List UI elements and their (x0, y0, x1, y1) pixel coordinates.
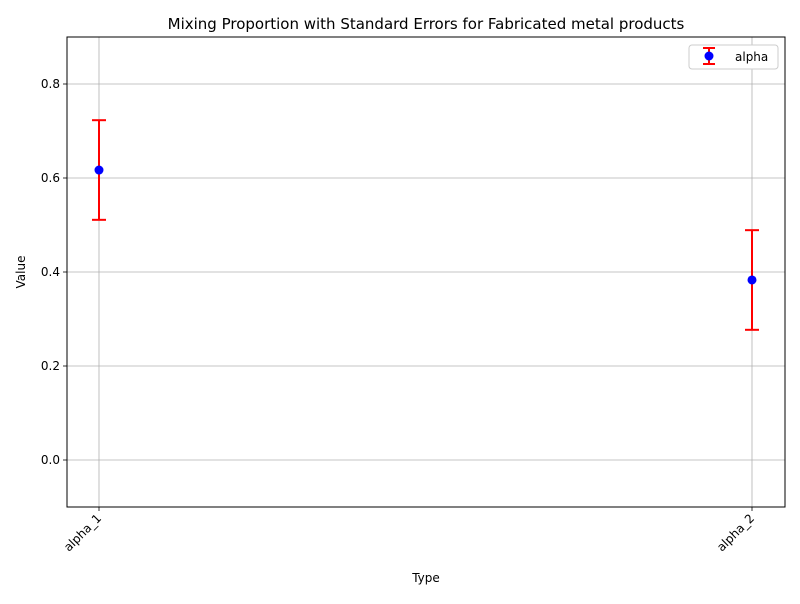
y-tick-label: 0.8 (41, 77, 60, 91)
y-tick-label: 0.6 (41, 171, 60, 185)
data-point (747, 275, 757, 285)
y-tick-label: 0.2 (41, 359, 60, 373)
legend-marker-icon (704, 51, 714, 61)
data-point (94, 165, 104, 175)
y-tick-label: 0.0 (41, 453, 60, 467)
grid (67, 37, 785, 507)
legend: alpha (688, 44, 779, 70)
x-axis-label: Type (411, 571, 440, 585)
error-bars (92, 119, 759, 331)
chart-title: Mixing Proportion with Standard Errors f… (168, 15, 685, 33)
y-tick-label: 0.4 (41, 265, 60, 279)
x-axis-ticks: alpha_1 alpha_2 (61, 507, 757, 554)
legend-label: alpha (735, 50, 768, 64)
data-points (94, 165, 757, 285)
x-tick-label: alpha_1 (61, 511, 104, 554)
y-axis-label: Value (14, 256, 28, 289)
x-tick-label: alpha_2 (714, 511, 757, 554)
y-axis-ticks: 0.0 0.2 0.4 0.6 0.8 (41, 77, 67, 467)
